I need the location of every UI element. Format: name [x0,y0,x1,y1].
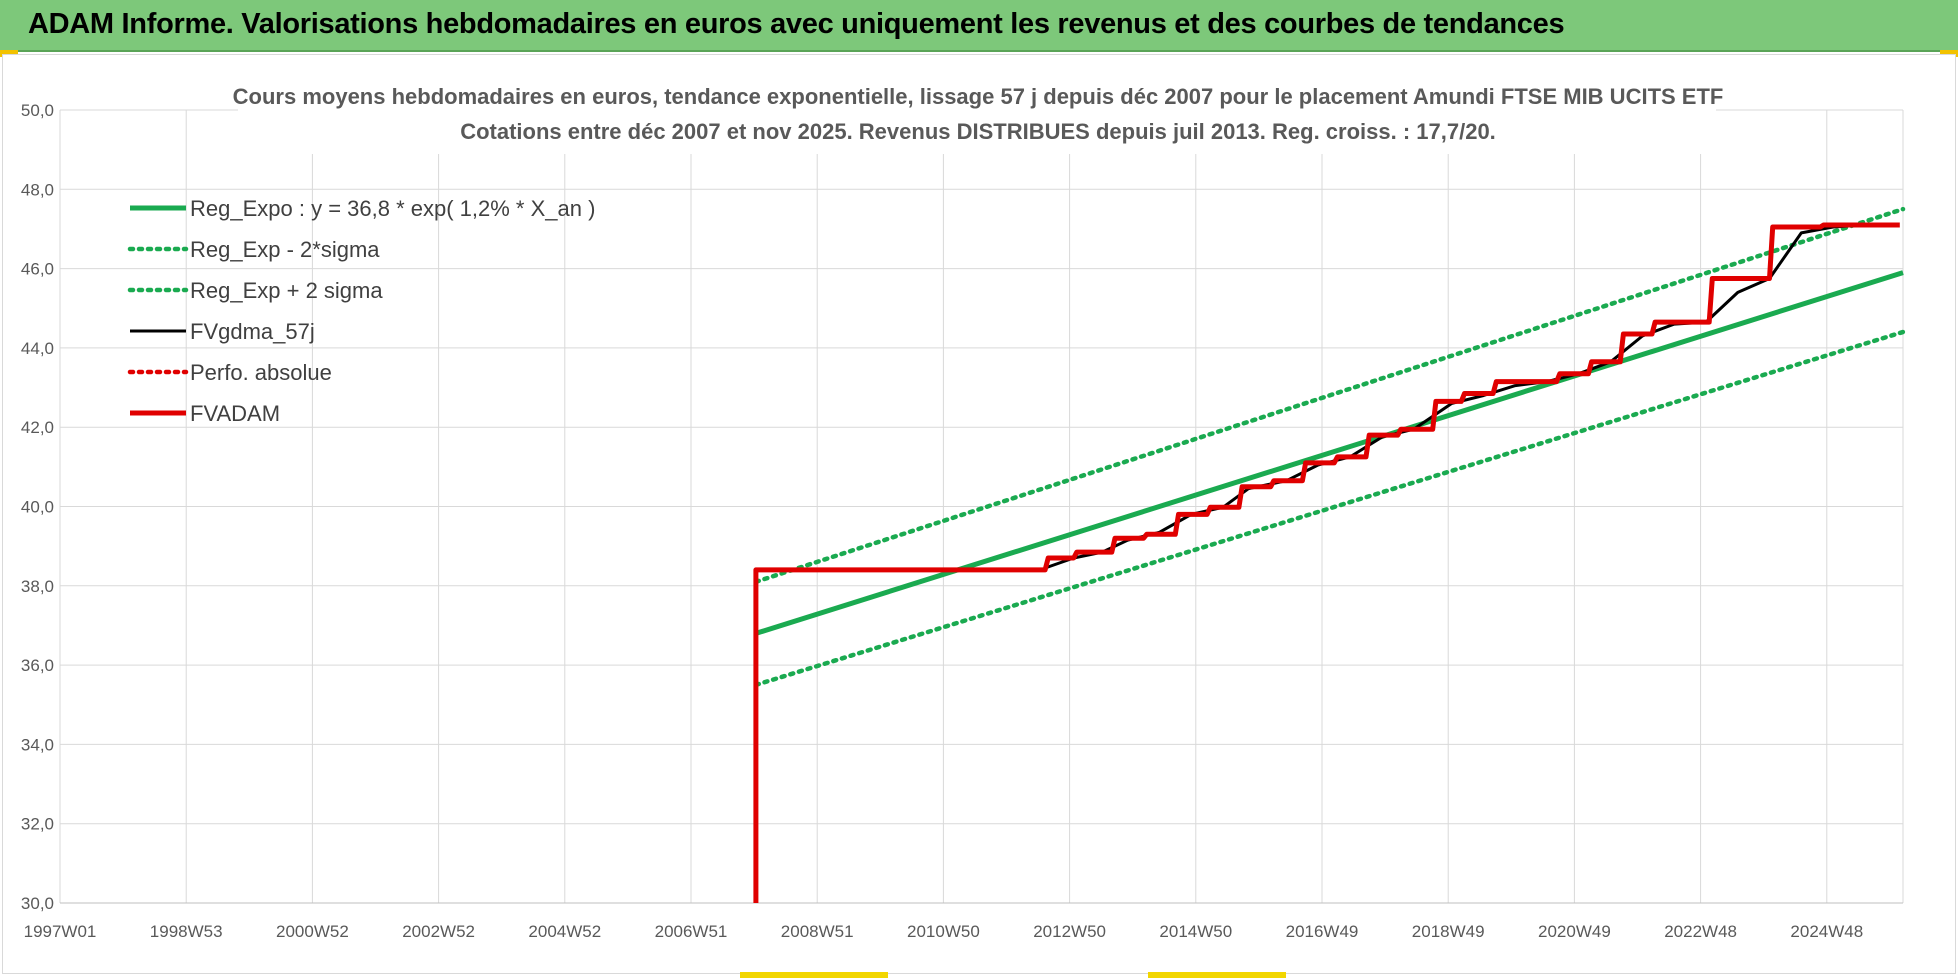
report-banner: ADAM Informe. Valorisations hebdomadaire… [0,0,1958,52]
y-tick-label: 34,0 [21,735,54,754]
y-tick-label: 44,0 [21,339,54,358]
legend-label: Reg_Expo : y = 36,8 * exp( 1,2% * X_an ) [190,196,595,221]
chart-title-line: Cours moyens hebdomadaires en euros, ten… [233,84,1724,109]
legend-label: FVADAM [190,401,280,426]
x-tick-label: 2002W52 [402,922,475,941]
series-line-fvadam [753,222,1900,903]
x-tick-label: 2022W48 [1664,922,1737,941]
y-tick-label: 40,0 [21,498,54,517]
x-tick-label: 2000W52 [276,922,349,941]
x-tick-label: 2006W51 [655,922,728,941]
legend-label: FVgdma_57j [190,319,315,344]
legend-label: Perfo. absolue [190,360,332,385]
x-tick-label: 2012W50 [1033,922,1106,941]
y-tick-label: 42,0 [21,418,54,437]
series-line-reg-expo-y-36-8-exp-1-2-x-an [755,270,1904,636]
series-line-reg-exp-2-sigma [753,329,1906,688]
y-tick-label: 32,0 [21,815,54,834]
x-tick-label: 2020W49 [1538,922,1611,941]
x-tick-label: 2010W50 [907,922,980,941]
y-tick-label: 50,0 [21,101,54,120]
x-tick-label: 1998W53 [150,922,223,941]
bottom-accent-bar [740,972,888,978]
legend-label: Reg_Exp - 2*sigma [190,237,380,262]
x-tick-label: 1997W01 [24,922,97,941]
x-tick-label: 2014W50 [1159,922,1232,941]
legend-label: Reg_Exp + 2 sigma [190,278,383,303]
x-tick-label: 2004W52 [528,922,601,941]
y-tick-label: 38,0 [21,577,54,596]
x-tick-label: 2024W48 [1790,922,1863,941]
y-tick-label: 46,0 [21,260,54,279]
x-tick-label: 2016W49 [1286,922,1359,941]
banner-title: ADAM Informe. Valorisations hebdomadaire… [28,8,1565,40]
chart-title-line: Cotations entre déc 2007 et nov 2025. Re… [460,119,1496,144]
series-line-reg-exp-2-sigma [753,206,1906,585]
corner-marker-left [0,50,18,57]
chart-frame [2,54,1956,974]
corner-marker-right [1940,50,1958,57]
chart-title-background [238,78,1716,154]
legend-box [122,184,612,438]
x-tick-label: 2008W51 [781,922,854,941]
y-tick-label: 36,0 [21,656,54,675]
y-tick-label: 48,0 [21,180,54,199]
x-tick-label: 2018W49 [1412,922,1485,941]
y-tick-label: 30,0 [21,894,54,913]
bottom-accent-bar [1148,972,1286,978]
